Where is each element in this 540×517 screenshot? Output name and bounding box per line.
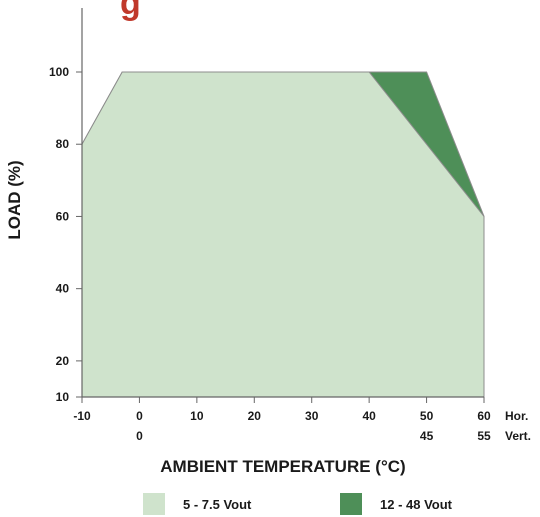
x-tick-label-vert: 55 [477,429,491,443]
x-row-label-vert: Vert. [505,429,531,443]
legend-item-1: 5 - 7.5 Vout [143,493,252,515]
x-tick-label-hor: 40 [362,409,376,423]
y-tick-label: 80 [56,137,70,151]
x-tick-label-hor: 20 [248,409,262,423]
y-tick-label: 10 [56,390,70,404]
y-tick-label: 60 [56,209,70,223]
legend-swatch-1 [143,493,165,515]
y-ticks: 10 20 40 60 80 100 [49,65,82,404]
x-row-label-hor: Hor. [505,409,528,423]
x-tick-label-hor: 60 [477,409,491,423]
x-ticks: -10 0 10 20 30 40 50 60 0 45 55 Hor. Vert. [73,397,531,443]
x-tick-label-vert: 0 [136,429,143,443]
y-tick-label: 40 [56,282,70,296]
x-tick-label-hor: 50 [420,409,434,423]
x-tick-label-vert: 45 [420,429,434,443]
y-tick-label: 100 [49,65,69,79]
x-tick-label-hor: -10 [73,409,91,423]
y-axis-title: LOAD (%) [5,160,24,239]
legend-label-2: 12 - 48 Vout [380,496,453,512]
x-tick-label-hor: 30 [305,409,319,423]
x-tick-label-hor: 0 [136,409,143,423]
y-tick-label: 20 [56,354,70,368]
series-layer [81,71,485,398]
legend-swatch-2 [340,493,362,515]
legend-label-1: 5 - 7.5 Vout [183,496,252,512]
chart-title-fragment: g [120,0,141,22]
x-tick-label-hor: 10 [190,409,204,423]
legend-item-2: 12 - 48 Vout [340,493,453,515]
x-axis-title: AMBIENT TEMPERATURE (°C) [160,457,405,476]
